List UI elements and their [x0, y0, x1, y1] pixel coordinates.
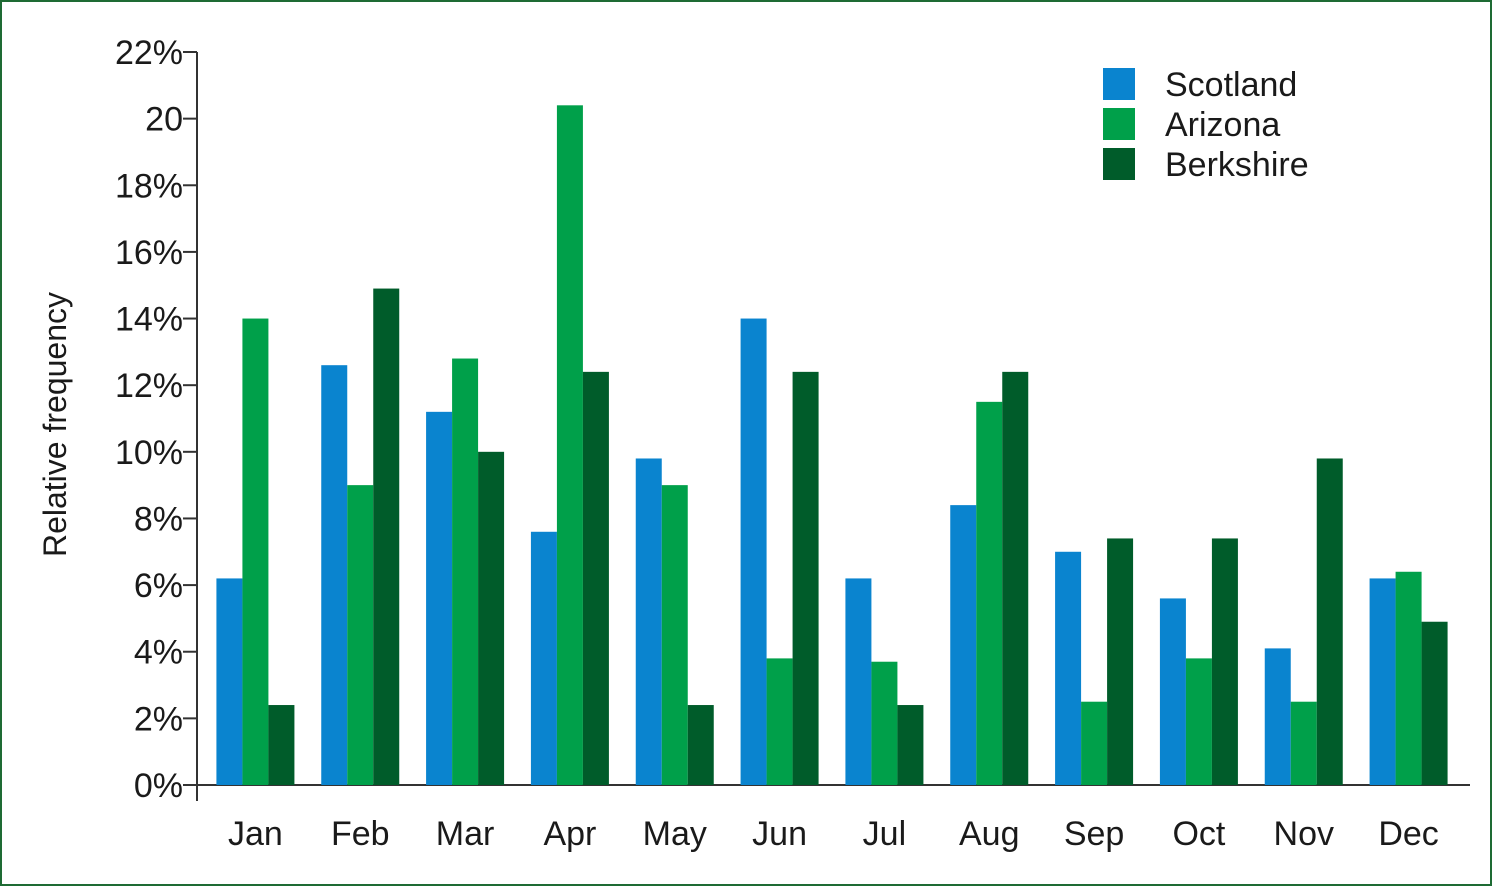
bar-berkshire-feb [373, 288, 400, 785]
legend-swatch-scotland [1103, 68, 1135, 100]
bar-arizona-jan [242, 318, 269, 785]
y-tick-label: 8% [134, 500, 183, 538]
bar-arizona-sep [1081, 701, 1108, 785]
x-tick-label: Jun [752, 815, 807, 853]
x-tick-label: Jul [863, 815, 906, 853]
bar-berkshire-jun [792, 371, 819, 785]
bar-scotland-jan [216, 578, 243, 785]
bar-scotland-mar [426, 411, 453, 785]
y-tick-label: 4% [134, 634, 183, 672]
y-axis-title: Relative frequency [37, 292, 73, 557]
y-tick-label: 18% [115, 167, 183, 205]
x-tick-label: Aug [959, 815, 1020, 853]
bar-scotland-apr [530, 531, 557, 785]
bar-berkshire-apr [582, 371, 609, 785]
legend-label-scotland: Scotland [1165, 66, 1297, 104]
bar-arizona-apr [556, 105, 583, 786]
bar-berkshire-oct [1211, 538, 1238, 785]
x-tick-label: Apr [543, 815, 596, 853]
x-tick-label: Sep [1064, 815, 1125, 853]
x-tick-label: Nov [1274, 815, 1334, 853]
bar-arizona-feb [347, 485, 374, 785]
bar-scotland-jul [845, 578, 872, 785]
legend-swatch-berkshire [1103, 148, 1135, 180]
bar-arizona-oct [1185, 658, 1212, 785]
y-tick-label: 6% [134, 567, 183, 605]
y-tick-label: 10% [115, 434, 183, 472]
legend-label-berkshire: Berkshire [1165, 146, 1309, 184]
bar-scotland-aug [950, 505, 977, 785]
x-tick-label: Jan [228, 815, 283, 853]
bar-berkshire-mar [478, 451, 505, 785]
bar-scotland-may [635, 458, 662, 785]
bar-arizona-jul [871, 661, 898, 785]
bar-scotland-jun [740, 318, 767, 785]
bar-berkshire-aug [1002, 371, 1029, 785]
legend-label-arizona: Arizona [1165, 106, 1280, 144]
bar-scotland-sep [1055, 551, 1082, 785]
x-tick-label: Oct [1172, 815, 1225, 853]
x-tick-label: Mar [436, 815, 495, 853]
y-tick-label: 22% [115, 34, 183, 72]
y-tick-label: 2% [134, 700, 183, 738]
y-tick-label: 12% [115, 367, 183, 405]
y-tick-label: 14% [115, 301, 183, 339]
bar-arizona-may [661, 485, 688, 785]
bar-scotland-feb [321, 365, 348, 785]
bar-arizona-mar [452, 358, 479, 785]
bar-scotland-oct [1159, 598, 1186, 785]
y-tick-label: 16% [115, 234, 183, 272]
bar-arizona-jun [766, 658, 793, 785]
bar-berkshire-sep [1107, 538, 1134, 785]
y-tick-label: 20 [145, 101, 183, 139]
bar-berkshire-dec [1421, 621, 1448, 785]
bar-berkshire-may [687, 705, 714, 785]
bar-berkshire-jul [897, 705, 924, 785]
x-tick-label: May [643, 815, 707, 853]
x-tick-label: Dec [1378, 815, 1438, 853]
x-tick-label: Feb [331, 815, 390, 853]
bar-arizona-nov [1290, 701, 1317, 785]
legend-swatch-arizona [1103, 108, 1135, 140]
y-tick-label: 0% [134, 767, 183, 805]
bar-berkshire-nov [1316, 458, 1343, 785]
bar-scotland-dec [1369, 578, 1396, 785]
bar-arizona-dec [1395, 571, 1422, 785]
bar-scotland-nov [1264, 648, 1291, 785]
bar-berkshire-jan [268, 705, 295, 785]
bar-arizona-aug [976, 401, 1003, 785]
